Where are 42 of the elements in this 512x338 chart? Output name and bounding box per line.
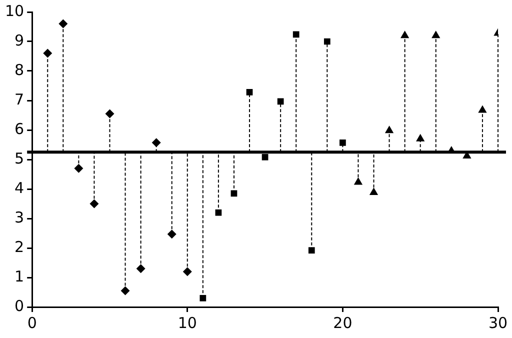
y-tick-label: 2 [14,238,24,256]
x-tick-label: 30 [488,314,508,332]
point [58,19,68,28]
point [246,89,253,96]
point [120,286,130,296]
point [432,30,440,38]
point [262,154,268,160]
point [200,294,206,302]
point [416,134,425,142]
point [182,267,192,276]
point [74,164,84,173]
x-tick-label: 10 [178,314,197,332]
point [340,140,346,146]
y-tick-label: 4 [14,178,24,197]
y-tick-label: 1 [14,267,24,286]
x-tick-label: 20 [333,314,352,332]
y-tick-label: 3 [14,208,24,226]
point [105,109,114,118]
point [400,30,410,38]
point [230,190,238,197]
point [277,98,284,105]
y-tick-label: 0 [14,296,24,315]
point [324,38,330,45]
y-tick-label: 5 [14,149,24,168]
point [292,31,300,38]
point [384,126,394,134]
y-tick-label: 8 [14,60,24,79]
point [152,138,161,148]
point [478,105,487,113]
point [167,230,176,239]
y-tick-label: 7 [14,90,24,108]
y-tick-label: 9 [14,31,24,50]
point [136,264,146,274]
x-tick-label: 0 [27,314,37,332]
y-tick-label: 6 [14,120,24,138]
point [354,177,363,185]
point [369,188,378,196]
point [90,199,99,208]
point [43,48,52,58]
point [215,209,222,216]
y-tick-label: 10 [4,2,24,20]
point [308,247,315,254]
